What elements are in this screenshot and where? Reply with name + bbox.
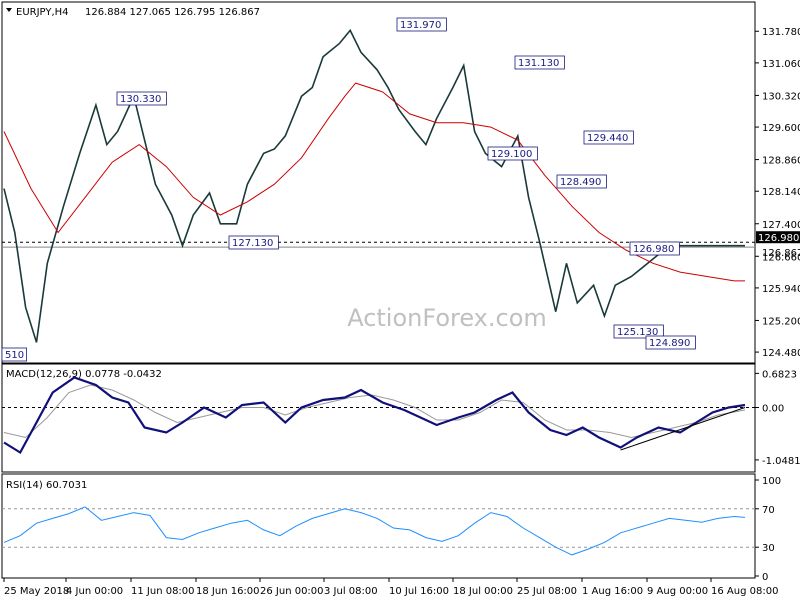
y-tick-label: 128.140 (762, 187, 800, 198)
x-tick-label: 4 Jun 00:00 (66, 586, 123, 597)
current-price-labels: 126.980 126.867 (756, 231, 800, 259)
annotation-label: 131.130 (518, 58, 559, 69)
annotation-label: 510 (5, 350, 24, 361)
annotation-box (1, 347, 28, 362)
y-tick-label: 128.860 (762, 156, 800, 167)
dropdown-arrow-icon[interactable] (6, 8, 12, 12)
x-tick-label: 25 May 2018 (4, 586, 69, 597)
x-tick-label: 18 Jun 16:00 (196, 586, 260, 597)
y-tick-label: 0.6823 (762, 369, 797, 380)
y-tick-label: 127.400 (762, 220, 800, 231)
x-tick-label: 11 Jun 08:00 (131, 586, 195, 597)
price-pane (1, 1, 756, 364)
y-tick-label: 130.320 (762, 91, 800, 102)
price-annotations: 131.970 131.130 130.330 129.440 129.100 128.4… (1, 17, 696, 362)
x-tick-label: 3 Jul 08:00 (324, 586, 378, 597)
x-tick-label: 1 Aug 16:00 (582, 586, 643, 597)
y-tick-label: 0 (762, 572, 768, 583)
annotation-box (396, 17, 447, 32)
current-price-tag (756, 231, 800, 244)
annotation-box (583, 130, 634, 145)
price-y-axis: 131.780 131.060 130.320 129.600 128.860 128.1… (755, 27, 800, 359)
rsi-pane (1, 473, 756, 579)
annotation-label: 129.100 (491, 149, 532, 160)
price-line (3, 28, 745, 343)
annotation-box (629, 241, 680, 256)
y-tick-label: 131.780 (762, 27, 800, 38)
ohlc-values: 126.884 127.065 126.795 126.867 (85, 7, 260, 18)
annotation-box (556, 174, 607, 189)
y-tick-label: 126.660 (762, 252, 800, 263)
annotation-label: 125.130 (617, 327, 658, 338)
price-gridlines (2, 241, 755, 248)
y-tick-label: 30 (762, 543, 775, 554)
macd-trendline (620, 407, 746, 451)
annotation-box (514, 55, 565, 70)
watermark: ActionForex.com (347, 304, 547, 332)
y-tick-label: 70 (762, 505, 775, 516)
rsi-title: RSI(14) 60.7031 (6, 480, 87, 491)
annotation-label: 130.330 (120, 94, 161, 105)
annotation-box (228, 235, 279, 250)
y-tick-label: 100 (762, 476, 781, 487)
macd-series (2, 376, 755, 455)
annotation-box (645, 335, 696, 350)
x-tick-label: 9 Aug 00:00 (647, 586, 708, 597)
y-tick-label: 125.200 (762, 316, 800, 327)
y-tick-label: 125.940 (762, 284, 800, 295)
annotation-label: 129.440 (587, 133, 628, 144)
annotation-box (487, 146, 538, 161)
y-tick-label: -1.0481 (762, 456, 800, 467)
current-price-text: 126.980 (758, 233, 799, 244)
annotation-label: 128.490 (560, 177, 601, 188)
macd-y-axis: 0.6823 0.00 -1.0481 (755, 369, 800, 467)
y-tick-label: 124.480 (762, 348, 800, 359)
x-tick-label: 16 Aug 08:00 (711, 586, 778, 597)
annotation-box (116, 91, 167, 106)
macd-title: MACD(12,26,9) 0.0778 -0.0432 (6, 369, 162, 380)
y-tick-label: 129.600 (762, 123, 800, 134)
y-tick-label: 0.00 (762, 404, 784, 415)
rsi-line (3, 506, 746, 556)
x-tick-label: 10 Jul 16:00 (389, 586, 449, 597)
annotation-label: 127.130 (232, 238, 273, 249)
x-tick-label: 25 Jul 08:00 (517, 586, 577, 597)
bid-price-text: 126.867 (762, 248, 800, 259)
macd-line (3, 376, 746, 455)
symbol-label: EURJPY,H4 (16, 7, 69, 18)
rsi-y-axis: 100 70 30 0 (755, 476, 781, 583)
x-tick-label: 26 Jun 00:00 (260, 586, 324, 597)
x-tick-label: 18 Jul 00:00 (453, 586, 513, 597)
annotation-box (613, 324, 664, 339)
rsi-series (2, 506, 755, 556)
macd-pane (1, 363, 756, 473)
y-tick-label: 131.060 (762, 59, 800, 70)
price-header: EURJPY,H4 126.884 127.065 126.795 126.86… (6, 7, 260, 18)
annotation-label: 131.970 (400, 20, 441, 31)
annotation-label: 126.980 (633, 244, 674, 255)
annotation-label: 124.890 (649, 338, 690, 349)
